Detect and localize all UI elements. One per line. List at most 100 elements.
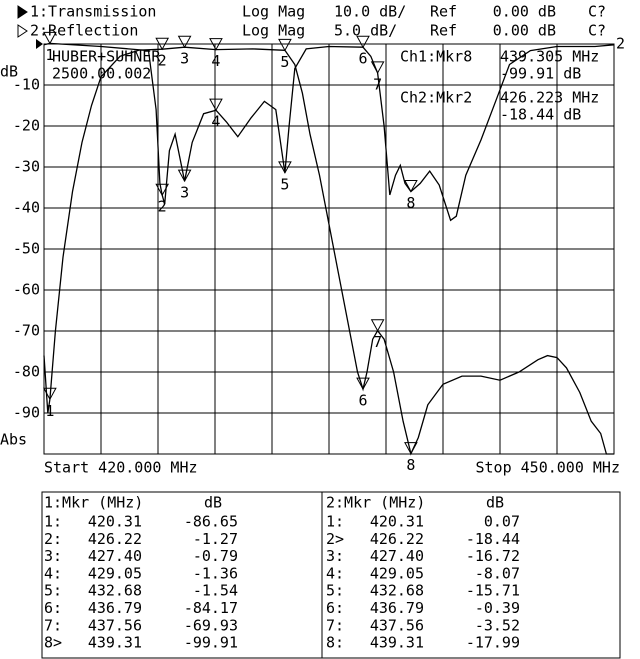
marker-freq: 427.40 (370, 547, 424, 565)
marker-number: 8 (406, 456, 415, 474)
marker-id: 6: (326, 599, 344, 617)
marker-value: -99.91 (184, 634, 238, 652)
y-tick-label: -30 (13, 158, 40, 176)
marker-value: -15.71 (466, 582, 520, 600)
marker-triangle (278, 161, 292, 174)
scale: 5.0 dB/ (334, 22, 397, 40)
marker-freq: 429.05 (370, 564, 424, 582)
marker-triangle (370, 319, 385, 332)
y-unit: dB (0, 63, 18, 81)
y-tick-label: -50 (13, 240, 40, 258)
series-name: 1:Transmission (30, 3, 156, 21)
marker-freq: 432.68 (88, 582, 142, 600)
marker-number: 1 (45, 402, 54, 420)
marker-triangle (404, 180, 418, 193)
format: Log Mag (242, 22, 305, 40)
marker-number: 2 (158, 52, 167, 70)
table-header: dB (204, 494, 222, 512)
readout-value: -18.44 dB (500, 106, 581, 124)
marker-freq: 436.79 (370, 599, 424, 617)
marker-number: 5 (280, 53, 289, 71)
marker-value: -16.72 (466, 547, 520, 565)
marker-triangle (209, 38, 223, 51)
marker-freq: 437.56 (370, 616, 424, 634)
marker-freq: 420.31 (370, 513, 424, 531)
marker-id: 6: (44, 599, 62, 617)
marker-triangle (43, 387, 57, 401)
marker-freq: 429.05 (88, 564, 142, 582)
channel-arrow (17, 24, 28, 38)
marker-freq: 432.68 (370, 582, 424, 600)
readout-freq: 439.305 MHz (500, 48, 599, 66)
y-tick-label: -20 (13, 117, 40, 135)
status: C? (588, 22, 606, 40)
marker-value: -1.27 (193, 530, 238, 548)
y-tick-label: -80 (13, 363, 40, 381)
marker-triangle (370, 61, 385, 74)
marker-triangle (278, 38, 292, 52)
ref-number-right: 2 (616, 35, 625, 53)
trace (43, 46, 614, 456)
y-mode: Abs (0, 431, 27, 449)
channel-arrow (17, 5, 28, 19)
marker-id: 5: (44, 582, 62, 600)
ref: 0.00 dB (493, 22, 556, 40)
marker-id: 8> (44, 634, 62, 652)
readout-freq: 426.223 MHz (500, 89, 599, 107)
marker-number: 1 (45, 46, 54, 64)
marker-triangle (155, 37, 170, 51)
marker-freq: 437.56 (88, 616, 142, 634)
scale: 10.0 dB/ (334, 3, 406, 21)
marker-freq: 426.22 (370, 530, 424, 548)
marker-id: 2> (326, 530, 344, 548)
marker-freq: 439.31 (88, 634, 142, 652)
readout-title: Ch1:Mkr8 (400, 48, 472, 66)
marker-number: 7 (373, 75, 382, 93)
serial: 2500.00.002 (52, 65, 151, 83)
marker-value: 0.07 (484, 513, 520, 531)
marker-value: -1.36 (193, 564, 238, 582)
readout-title: Ch2:Mkr2 (400, 89, 472, 107)
readout-value: -99.91 dB (500, 65, 581, 83)
marker-triangle (177, 35, 192, 49)
marker-value: -84.17 (184, 599, 238, 617)
marker-value: -18.44 (466, 530, 520, 548)
marker-id: 4: (44, 564, 62, 582)
marker-triangle (356, 377, 370, 391)
marker-value: -0.39 (475, 599, 520, 617)
marker-triangle (404, 442, 418, 455)
marker-id: 1: (326, 513, 344, 531)
status: C? (588, 3, 606, 21)
marker-triangle (177, 169, 192, 183)
marker-id: 5: (326, 582, 344, 600)
marker-number: 3 (180, 50, 189, 68)
marker-triangle (209, 98, 223, 112)
ref-label: Ref (430, 3, 457, 21)
marker-freq: 426.22 (88, 530, 142, 548)
marker-id: 3: (44, 547, 62, 565)
y-tick-label: -60 (13, 281, 40, 299)
table-header: 2:Mkr (MHz) (326, 494, 425, 512)
table-header: 1:Mkr (MHz) (44, 494, 143, 512)
marker-number: 3 (180, 184, 189, 202)
marker-number: 4 (211, 113, 220, 131)
marker-id: 8: (326, 634, 344, 652)
start-label: Start 420.000 MHz (44, 459, 198, 477)
marker-value: -8.07 (475, 564, 520, 582)
table-header: dB (486, 494, 504, 512)
marker-freq: 420.31 (88, 513, 142, 531)
y-tick-label: -70 (13, 322, 40, 340)
marker-number: 8 (406, 194, 415, 212)
y-tick-label: -40 (13, 199, 40, 217)
y-tick-label: -90 (13, 404, 40, 422)
marker-id: 2: (44, 530, 62, 548)
ref-label: Ref (430, 22, 457, 40)
marker-number: 7 (373, 333, 382, 351)
marker-value: -86.65 (184, 513, 238, 531)
marker-value: -17.99 (466, 634, 520, 652)
trace (43, 42, 615, 222)
marker-id: 3: (326, 547, 344, 565)
marker-value: -1.54 (193, 582, 238, 600)
marker-number: 5 (280, 175, 289, 193)
